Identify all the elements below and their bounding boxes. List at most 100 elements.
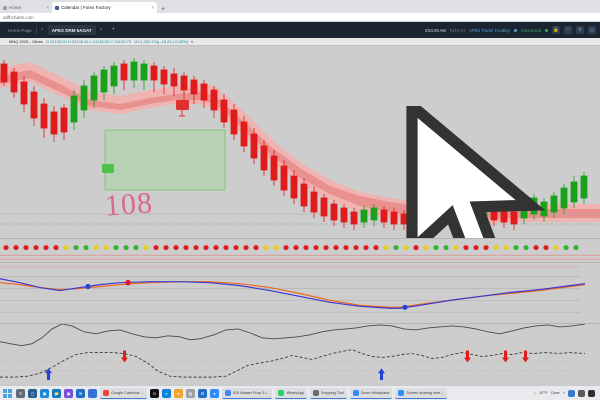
edge-icon[interactable]: e xyxy=(161,388,171,398)
power-icon[interactable]: ⏻ xyxy=(588,26,596,34)
tab-favicon-icon xyxy=(3,5,7,10)
chart-canvas[interactable]: 108 xyxy=(0,46,600,385)
browser-tab-forex-factory[interactable]: Calendar | Forex Factory × xyxy=(52,2,157,13)
stochastic-svg xyxy=(0,324,586,381)
volume-icon[interactable] xyxy=(578,389,585,397)
account-status-dot-icon xyxy=(513,28,517,32)
app-tab-apex-chart[interactable]: APEX DRM 6AGAT xyxy=(47,25,96,35)
close-icon[interactable]: × xyxy=(151,5,154,10)
app-tab-label: Home Page xyxy=(8,27,32,33)
order-marker-badge xyxy=(176,100,189,110)
signal-down-marker xyxy=(502,350,509,363)
order-marker-stem xyxy=(179,110,185,117)
search-icon[interactable]: ⚲ xyxy=(16,388,25,398)
windows-logo-icon xyxy=(3,388,12,398)
url-text: adfhcharts.com xyxy=(3,14,34,20)
chrome-icon xyxy=(103,389,109,396)
taskbar-app-snipping-tool[interactable]: Snipping Tool xyxy=(309,387,347,399)
oscillator-cross-down-marker xyxy=(125,279,131,286)
weather-temp: 67°F xyxy=(539,391,548,395)
snip-icon xyxy=(312,389,319,396)
notepad-icon[interactable]: ▤ xyxy=(185,388,195,398)
mouse-cursor-icon xyxy=(406,106,546,238)
taskbar-app-label: WhatsApp xyxy=(286,390,304,395)
app-tab-apex-close[interactable]: × xyxy=(96,25,107,35)
oscillator-cross-up-marker xyxy=(402,304,408,310)
taskbar-app-ids-master-prop[interactable]: IDS Master Prop 3 I... xyxy=(221,387,273,399)
taskbar-app-screen-sharing[interactable]: Screen sharing mee... xyxy=(395,387,447,399)
browser-tab-home[interactable]: Home × xyxy=(0,2,52,13)
handwritten-annotation: 108 xyxy=(103,186,155,223)
explorer-icon[interactable]: 📁 xyxy=(52,388,61,398)
firefox-icon[interactable]: ● xyxy=(173,388,183,398)
zoom-icon[interactable]: ● xyxy=(209,388,219,398)
taskbar-app-google-calendar[interactable]: Google Calendar ... xyxy=(100,387,147,399)
taskbar-app-whatsapp[interactable]: WhatsApp xyxy=(275,387,307,399)
add-tab-button[interactable]: + xyxy=(111,27,116,33)
zoom-icon xyxy=(352,389,359,396)
close-icon: × xyxy=(40,27,44,33)
chart-ohlc-values: O 24128.00 H 24136.25 L 24115.50 C 24120… xyxy=(45,39,131,44)
app-tab-home-page[interactable]: Home Page xyxy=(4,25,36,35)
status-connection: Connected xyxy=(520,27,541,33)
browser-tab-title: Home xyxy=(9,5,22,10)
stochastic-percent-d-line xyxy=(0,349,586,378)
store-icon[interactable]: ▣ xyxy=(64,388,73,398)
taskview-icon[interactable]: ◻ xyxy=(28,388,37,398)
settings-icon[interactable]: ⚙ xyxy=(197,388,207,398)
signal-down-marker xyxy=(464,350,471,363)
taskbar-app-label: IDS Master Prop 3 I... xyxy=(232,390,270,395)
divider xyxy=(35,26,37,34)
bell-icon[interactable]: ⚐ xyxy=(564,26,572,34)
network-icon[interactable] xyxy=(568,389,575,397)
app-status-bar: 3:54:49 AM (UTC-4) APEX Trader Funding C… xyxy=(425,26,600,34)
position-marker-badge xyxy=(102,164,114,173)
system-tray: ☀ 67°F Clear ˄ xyxy=(533,389,597,397)
status-timezone: (UTC-4) xyxy=(449,27,465,33)
stochastic-signal-markers xyxy=(45,350,529,381)
app-tab-label: APEX DRM 6AGAT xyxy=(51,27,92,33)
oscillator-fast-line xyxy=(0,278,586,309)
app-tab-home-close[interactable]: × xyxy=(37,25,48,35)
new-tab-button[interactable]: + xyxy=(161,6,166,13)
browser-tab-bar: Home × Calendar | Forex Factory × + xyxy=(0,0,600,13)
zoom-icon xyxy=(398,389,405,396)
whatsapp-icon xyxy=(278,389,285,396)
close-icon: × xyxy=(99,27,103,33)
start-button[interactable] xyxy=(3,388,13,398)
lock-icon[interactable]: 🔒 xyxy=(552,26,560,34)
mail-icon[interactable]: ✉ xyxy=(76,388,85,398)
trend-dots-pane[interactable] xyxy=(0,238,600,262)
trend-cloud-inner xyxy=(0,70,600,219)
status-clock: 3:54:49 AM xyxy=(424,27,446,33)
oscillator-cross-up-marker xyxy=(85,284,91,290)
oscillator-pane[interactable] xyxy=(0,262,600,323)
chevron-down-icon[interactable]: ▾ xyxy=(191,39,194,44)
opera-icon[interactable]: O xyxy=(149,388,159,398)
tray-expand-icon[interactable]: ˄ xyxy=(562,391,565,395)
chart-info-bar: MNQ 2025 - 15min O 24128.00 H 24136.25 L… xyxy=(0,38,600,46)
weather-icon: ☀ xyxy=(533,391,537,396)
stochastic-percent-k-line xyxy=(0,324,586,347)
windows-taskbar: ⚲ ◻ ▣ 📁 ▣ ✉ 👤 Google Calendar ... O e ● … xyxy=(0,385,600,400)
taskbar-app-label: Zoom Workplace xyxy=(360,390,390,395)
signal-up-marker xyxy=(378,368,385,381)
gear-icon[interactable]: ⚙ xyxy=(576,26,584,34)
close-icon[interactable]: × xyxy=(46,5,49,10)
app-tab-bar: Home Page × APEX DRM 6AGAT × + 3:54:49 A… xyxy=(0,22,600,38)
price-pane[interactable]: 108 xyxy=(0,46,600,238)
chart-symbol-label: MNQ 2025 - 15min xyxy=(9,39,43,44)
taskbar-app-label: Snipping Tool xyxy=(320,390,344,395)
browser-url-bar[interactable]: adfhcharts.com xyxy=(0,13,600,22)
chrome-icon xyxy=(224,389,231,396)
stochastic-pane[interactable] xyxy=(0,323,600,385)
taskbar-app-zoom-workplace[interactable]: Zoom Workplace xyxy=(349,387,393,399)
taskbar-app-label: Screen sharing mee... xyxy=(406,390,444,395)
teams-icon[interactable]: 👤 xyxy=(88,388,97,398)
trend-dot-markers xyxy=(3,245,579,251)
widgets-icon[interactable]: ▣ xyxy=(40,388,49,398)
oscillator-svg xyxy=(0,266,586,313)
battery-icon[interactable] xyxy=(588,389,595,397)
trend-dots-svg xyxy=(0,245,600,260)
